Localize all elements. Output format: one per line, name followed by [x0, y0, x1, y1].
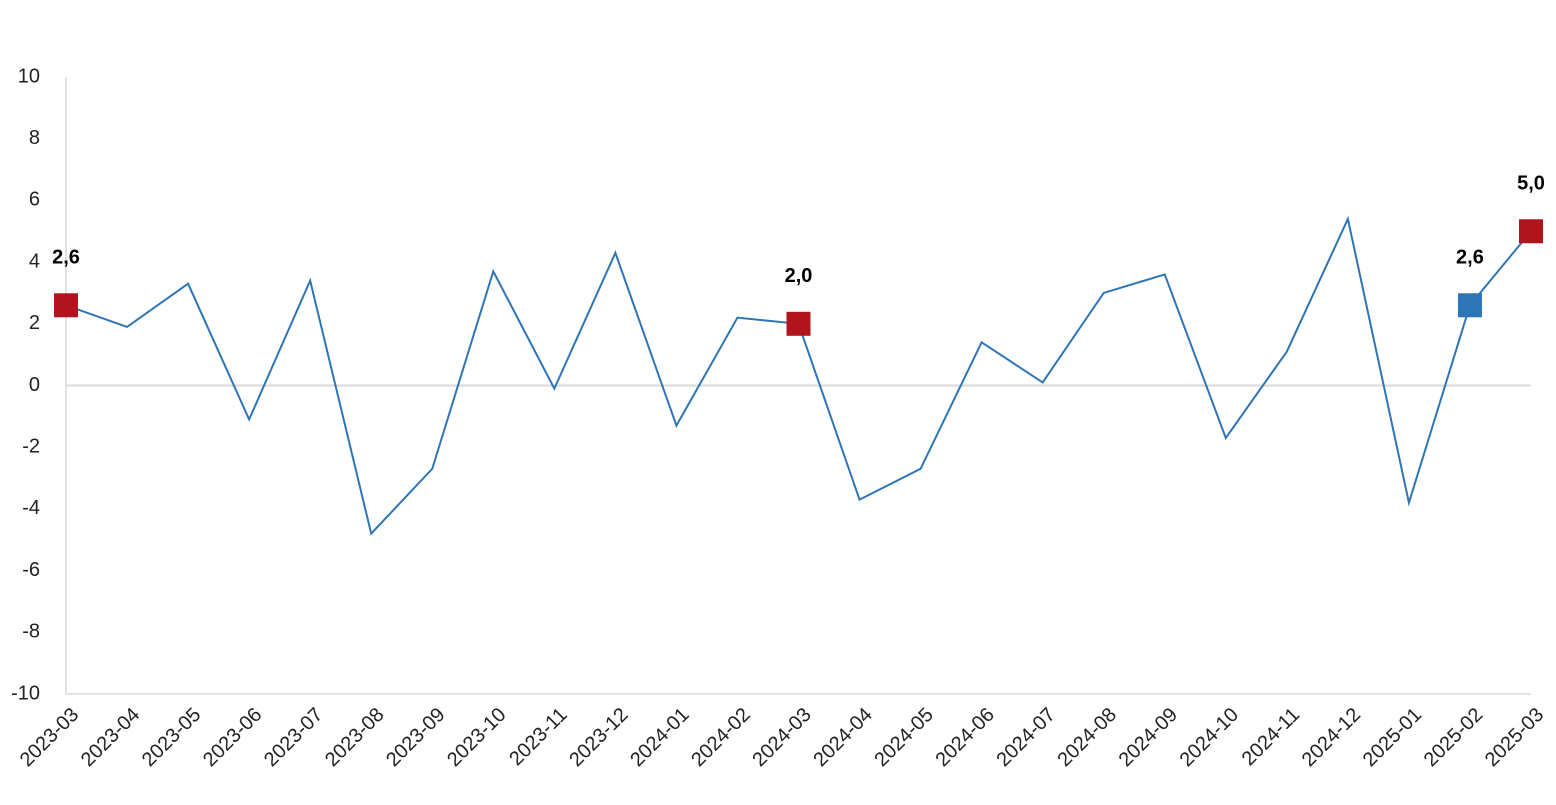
x-tick-label: 2024-10 — [1176, 704, 1243, 771]
highlight-marker — [786, 311, 811, 336]
x-tick-label: 2023-06 — [199, 704, 266, 771]
x-tick-label: 2024-09 — [1115, 704, 1182, 771]
x-tick-label: 2025-03 — [1481, 704, 1548, 771]
x-tick-label: 2025-02 — [1420, 704, 1487, 771]
x-tick-label: 2023-10 — [443, 704, 510, 771]
y-tick-label: 10 — [18, 65, 40, 87]
x-tick-label: 2025-01 — [1359, 704, 1426, 771]
x-tick-label: 2024-11 — [1238, 704, 1304, 770]
y-tick-label: 8 — [29, 127, 40, 149]
y-tick-label: 6 — [29, 189, 40, 211]
x-tick-label: 2024-02 — [687, 704, 754, 771]
x-tick-label: 2023-03 — [16, 704, 83, 771]
data-label: 2,0 — [785, 265, 813, 287]
x-tick-label: 2023-08 — [321, 704, 388, 771]
y-tick-label: -10 — [11, 682, 40, 704]
y-tick-label: -8 — [22, 621, 40, 643]
x-tick-label: 2024-06 — [931, 704, 998, 771]
x-tick-label: 2023-05 — [138, 704, 205, 771]
highlight-marker — [1519, 219, 1543, 244]
y-tick-label: -6 — [22, 559, 40, 581]
data-label: 5,0 — [1517, 173, 1545, 195]
y-tick-label: -2 — [22, 435, 40, 457]
x-tick-label: 2023-12 — [565, 704, 632, 771]
y-tick-label: 0 — [29, 374, 40, 396]
data-label: 2,6 — [1456, 247, 1484, 269]
x-tick-label: 2023-07 — [260, 704, 327, 771]
x-tick-label: 2023-11 — [505, 704, 571, 770]
x-tick-label: 2024-05 — [870, 704, 937, 771]
x-tick-label: 2024-04 — [809, 704, 876, 771]
data-label: 2,6 — [52, 247, 80, 269]
highlight-marker — [54, 293, 78, 318]
highlight-marker — [1457, 293, 1482, 318]
x-tick-label: 2024-03 — [748, 704, 815, 771]
y-tick-label: -4 — [22, 497, 40, 519]
x-tick-label: 2023-04 — [77, 704, 144, 771]
x-tick-label: 2024-07 — [992, 704, 1059, 771]
x-tick-label: 2024-08 — [1054, 704, 1121, 771]
x-tick-label: 2023-09 — [382, 704, 449, 771]
x-tick-label: 2024-12 — [1298, 704, 1365, 771]
y-tick-label: 2 — [29, 312, 40, 334]
y-tick-label: 4 — [29, 250, 40, 272]
x-tick-label: 2024-01 — [626, 704, 693, 771]
